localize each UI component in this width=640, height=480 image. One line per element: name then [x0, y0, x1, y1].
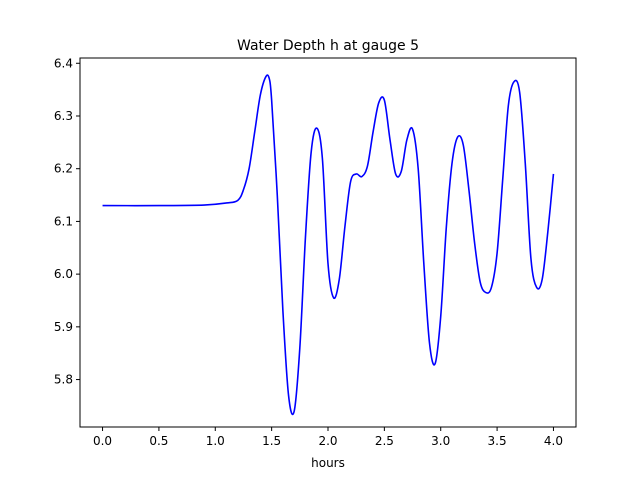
- y-tick-label: 6.1: [54, 214, 73, 228]
- x-tick-label: 1.5: [262, 434, 281, 448]
- x-tick-label: 0.5: [149, 434, 168, 448]
- x-tick-label: 2.0: [318, 434, 337, 448]
- plot-area: [102, 74, 555, 416]
- series-line: [102, 74, 555, 416]
- chart-title: Water Depth h at gauge 5: [237, 38, 419, 54]
- y-tick-label: 5.9: [54, 320, 73, 334]
- x-tick-label: 0.0: [93, 434, 112, 448]
- x-tick-label: 1.0: [206, 434, 225, 448]
- y-tick-label: 6.2: [54, 162, 73, 176]
- y-axis: 5.8 5.9 6.0 6.1 6.2 6.3 6.4: [54, 56, 80, 387]
- x-tick-label: 4.0: [544, 434, 563, 448]
- x-tick-label: 3.5: [488, 434, 507, 448]
- x-tick-label: 2.5: [375, 434, 394, 448]
- y-tick-label: 6.4: [54, 56, 73, 70]
- y-tick-label: 6.0: [54, 267, 73, 281]
- x-tick-label: 3.0: [431, 434, 450, 448]
- y-tick-label: 5.8: [54, 373, 73, 387]
- x-axis-label: hours: [311, 456, 345, 470]
- x-axis: 0.0 0.5 1.0 1.5 2.0 2.5 3.0 3.5 4.0: [93, 427, 563, 448]
- y-tick-label: 6.3: [54, 109, 73, 123]
